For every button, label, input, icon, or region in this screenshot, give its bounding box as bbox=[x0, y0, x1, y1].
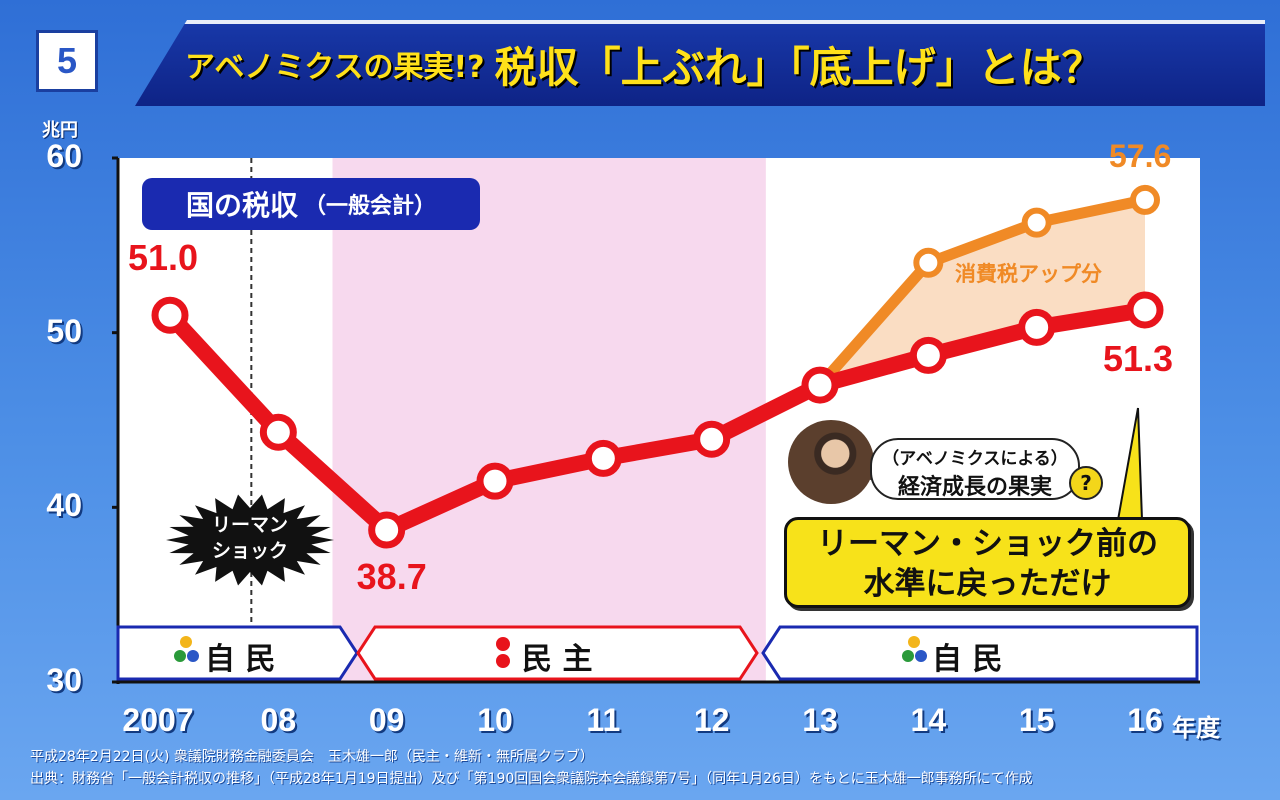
x-tick-label: 14 bbox=[910, 702, 947, 738]
orange-series-point bbox=[1021, 207, 1052, 238]
x-tick-label: 11 bbox=[586, 702, 621, 738]
y-axis-unit: 兆円 bbox=[42, 120, 78, 141]
era-label: 自 民 bbox=[932, 642, 1003, 677]
ldp-logo-icon bbox=[180, 636, 192, 648]
tax-increase-label: 消費税アップ分 bbox=[955, 262, 1102, 286]
slide-number: 5 bbox=[56, 40, 78, 81]
title-banner bbox=[135, 20, 1265, 106]
red-series-point bbox=[801, 366, 839, 404]
x-tick-label: 09 bbox=[368, 702, 405, 738]
footer-line1: 平成28年2月22日(火) 衆議院財務金融委員会 玉木雄一郎（民主・維新・無所属… bbox=[30, 749, 594, 765]
era-label: 自 民 bbox=[205, 642, 276, 677]
red-series-point bbox=[584, 439, 622, 477]
lehman-line2: ショック bbox=[211, 540, 288, 562]
tax-increase-area bbox=[820, 199, 1145, 386]
era-segment bbox=[116, 625, 359, 681]
speech-bubble: （アベノミクスによる） 経済成長の果実 bbox=[870, 438, 1080, 500]
conclusion-callout: リーマン・ショック前の 水準に戻っただけ bbox=[784, 517, 1191, 608]
lehman-line1: リーマン bbox=[211, 514, 288, 536]
data-label: 38.7 bbox=[356, 556, 427, 598]
callout-line1: リーマン・ショック前の bbox=[817, 526, 1158, 562]
x-tick-label: 15 bbox=[1018, 702, 1055, 738]
data-label: 51.3 bbox=[1103, 337, 1174, 379]
slide-number-box: 5 bbox=[36, 30, 98, 92]
ldp-logo-icon bbox=[915, 650, 927, 662]
page-title: アベノミクスの果実!? 税収「上ぶれ」「底上げ」とは？ bbox=[185, 26, 1255, 102]
red-series-line bbox=[164, 302, 1147, 539]
callout-line2: 水準に戻っただけ bbox=[863, 566, 1112, 602]
bubble-line1: （アベノミクスによる） bbox=[882, 449, 1068, 469]
ldp-logo-icon bbox=[908, 636, 920, 648]
x-tick-label: 13 bbox=[802, 702, 838, 738]
dpj-shaded-region bbox=[332, 158, 766, 682]
chart-title-main: 国の税収 bbox=[185, 189, 298, 222]
y-tick-label: 50 bbox=[46, 312, 82, 349]
lehman-starburst bbox=[166, 494, 334, 586]
chart-title: 国の税収 （一般会計） bbox=[142, 178, 480, 230]
era-segment bbox=[356, 625, 759, 681]
red-series-point bbox=[693, 420, 731, 458]
red-series-point bbox=[1018, 308, 1056, 346]
orange-series-point bbox=[913, 247, 944, 278]
chart-title-sub: （一般会計） bbox=[304, 194, 437, 219]
speaker-photo bbox=[788, 420, 874, 504]
title-prefix: アベノミクスの果実!? bbox=[185, 50, 485, 85]
data-label: 51.0 bbox=[128, 237, 199, 279]
era-segment bbox=[761, 625, 1199, 681]
x-tick-label: 12 bbox=[693, 702, 730, 738]
x-axis-unit: 年度 bbox=[1172, 714, 1220, 742]
red-series-point bbox=[151, 296, 189, 334]
header: 5 アベノミクスの果実!? 税収「上ぶれ」「底上げ」とは？ bbox=[0, 0, 1280, 110]
data-label: 57.6 bbox=[1109, 137, 1172, 174]
ldp-logo-icon bbox=[187, 650, 199, 662]
footer-line2: 出典：財務省「一般会計税収の推移」（平成28年1月19日提出）及び「第190回国… bbox=[30, 771, 1033, 787]
y-tick-label: 30 bbox=[46, 662, 82, 698]
x-tick-label: 10 bbox=[477, 702, 513, 738]
ldp-logo-icon bbox=[174, 650, 186, 662]
era-label: 民 主 bbox=[522, 642, 593, 677]
orange-series-line bbox=[815, 194, 1147, 389]
title-main: 税収「上ぶれ」「底上げ」とは？ bbox=[494, 42, 1104, 92]
red-series-point bbox=[1126, 291, 1164, 329]
question-mark-icon: ? bbox=[1069, 466, 1103, 500]
x-tick-label: 08 bbox=[260, 702, 297, 738]
lehman-burst-text: リーマン ショック bbox=[175, 512, 325, 564]
orange-series-point bbox=[1130, 184, 1160, 215]
y-tick-label: 40 bbox=[46, 487, 82, 524]
bubble-line2: 経済成長の果実 bbox=[897, 475, 1052, 500]
red-series-point bbox=[259, 413, 297, 451]
y-tick-label: 60 bbox=[46, 138, 82, 174]
dpj-logo-icon bbox=[496, 654, 510, 668]
dpj-logo-icon bbox=[496, 637, 510, 651]
red-series-point bbox=[368, 511, 406, 549]
red-series-point bbox=[476, 462, 514, 500]
x-tick-label: 16 bbox=[1127, 702, 1163, 738]
ldp-logo-icon bbox=[902, 650, 914, 662]
red-series-point bbox=[909, 336, 947, 374]
x-tick-label: 2007 bbox=[122, 702, 194, 738]
